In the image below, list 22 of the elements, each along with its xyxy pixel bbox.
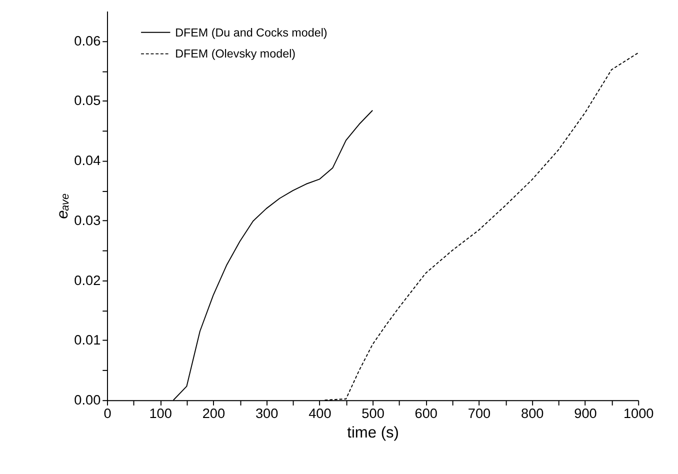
- y-tick-label: 0.05: [74, 93, 101, 108]
- x-tick-label: 600: [414, 406, 438, 422]
- y-tick-label: 0.02: [74, 272, 101, 288]
- x-tick-label: 1000: [623, 406, 654, 422]
- legend-label: DFEM (Du and Cocks model): [175, 26, 328, 40]
- x-axis-title: time (s): [347, 424, 399, 442]
- x-tick-label: 700: [468, 406, 492, 422]
- y-tick-label: 0.06: [74, 33, 101, 48]
- x-tick-label: 300: [255, 406, 279, 422]
- x-tick-label: 400: [308, 406, 332, 422]
- y-axis-title: eₐᵥₑ: [54, 193, 72, 219]
- x-tick-label: 800: [521, 406, 544, 422]
- x-tick-label: 0: [104, 406, 112, 422]
- x-tick-label: 900: [574, 406, 598, 422]
- x-tick-label: 100: [149, 406, 172, 422]
- y-tick-label: 0.04: [74, 153, 102, 168]
- y-tick-label: 0.03: [74, 212, 101, 228]
- x-tick-label: 500: [362, 406, 385, 422]
- x-tick-label: 200: [202, 406, 226, 422]
- legend-label: DFEM (Olevsky model): [175, 48, 296, 61]
- y-tick-label: 0.00: [74, 392, 102, 408]
- y-tick-label: 0.01: [74, 332, 101, 348]
